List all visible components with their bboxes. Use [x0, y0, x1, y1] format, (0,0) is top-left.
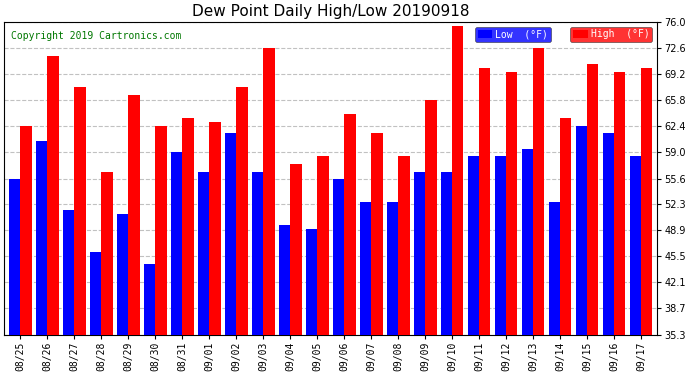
Bar [182, 118, 194, 334]
Bar [603, 133, 614, 334]
Bar [225, 133, 236, 334]
Bar [279, 225, 290, 334]
Bar [236, 87, 248, 334]
Bar [360, 202, 371, 334]
Bar [9, 178, 21, 334]
Text: Copyright 2019 Cartronics.com: Copyright 2019 Cartronics.com [11, 31, 181, 41]
Bar [522, 148, 533, 334]
Bar [333, 178, 344, 334]
Bar [117, 214, 128, 334]
Bar [209, 122, 221, 334]
Bar [506, 72, 518, 334]
Bar [587, 64, 598, 334]
Bar [21, 126, 32, 334]
Bar [425, 100, 437, 334]
Bar [171, 152, 182, 334]
Bar [290, 164, 302, 334]
Bar [414, 172, 425, 334]
Bar [101, 172, 112, 334]
Bar [90, 252, 101, 334]
Bar [144, 264, 155, 334]
Bar [344, 114, 355, 334]
Title: Dew Point Daily High/Low 20190918: Dew Point Daily High/Low 20190918 [192, 4, 469, 19]
Bar [495, 156, 506, 334]
Bar [641, 68, 653, 335]
Bar [264, 48, 275, 334]
Bar [479, 68, 491, 335]
Bar [452, 26, 464, 334]
Bar [560, 118, 571, 334]
Bar [198, 172, 209, 334]
Bar [575, 126, 587, 334]
Bar [155, 126, 166, 334]
Bar [387, 202, 398, 334]
Bar [371, 133, 382, 334]
Bar [36, 141, 48, 334]
Bar [630, 156, 641, 334]
Bar [317, 156, 328, 334]
Bar [441, 172, 452, 334]
Bar [549, 202, 560, 334]
Bar [533, 48, 544, 334]
Bar [252, 172, 264, 334]
Bar [306, 229, 317, 334]
Bar [468, 156, 479, 334]
Bar [128, 95, 139, 334]
Bar [614, 72, 625, 334]
Legend: High  (°F): High (°F) [571, 27, 653, 42]
Bar [75, 87, 86, 334]
Bar [63, 210, 75, 334]
Bar [48, 56, 59, 334]
Bar [398, 156, 410, 334]
